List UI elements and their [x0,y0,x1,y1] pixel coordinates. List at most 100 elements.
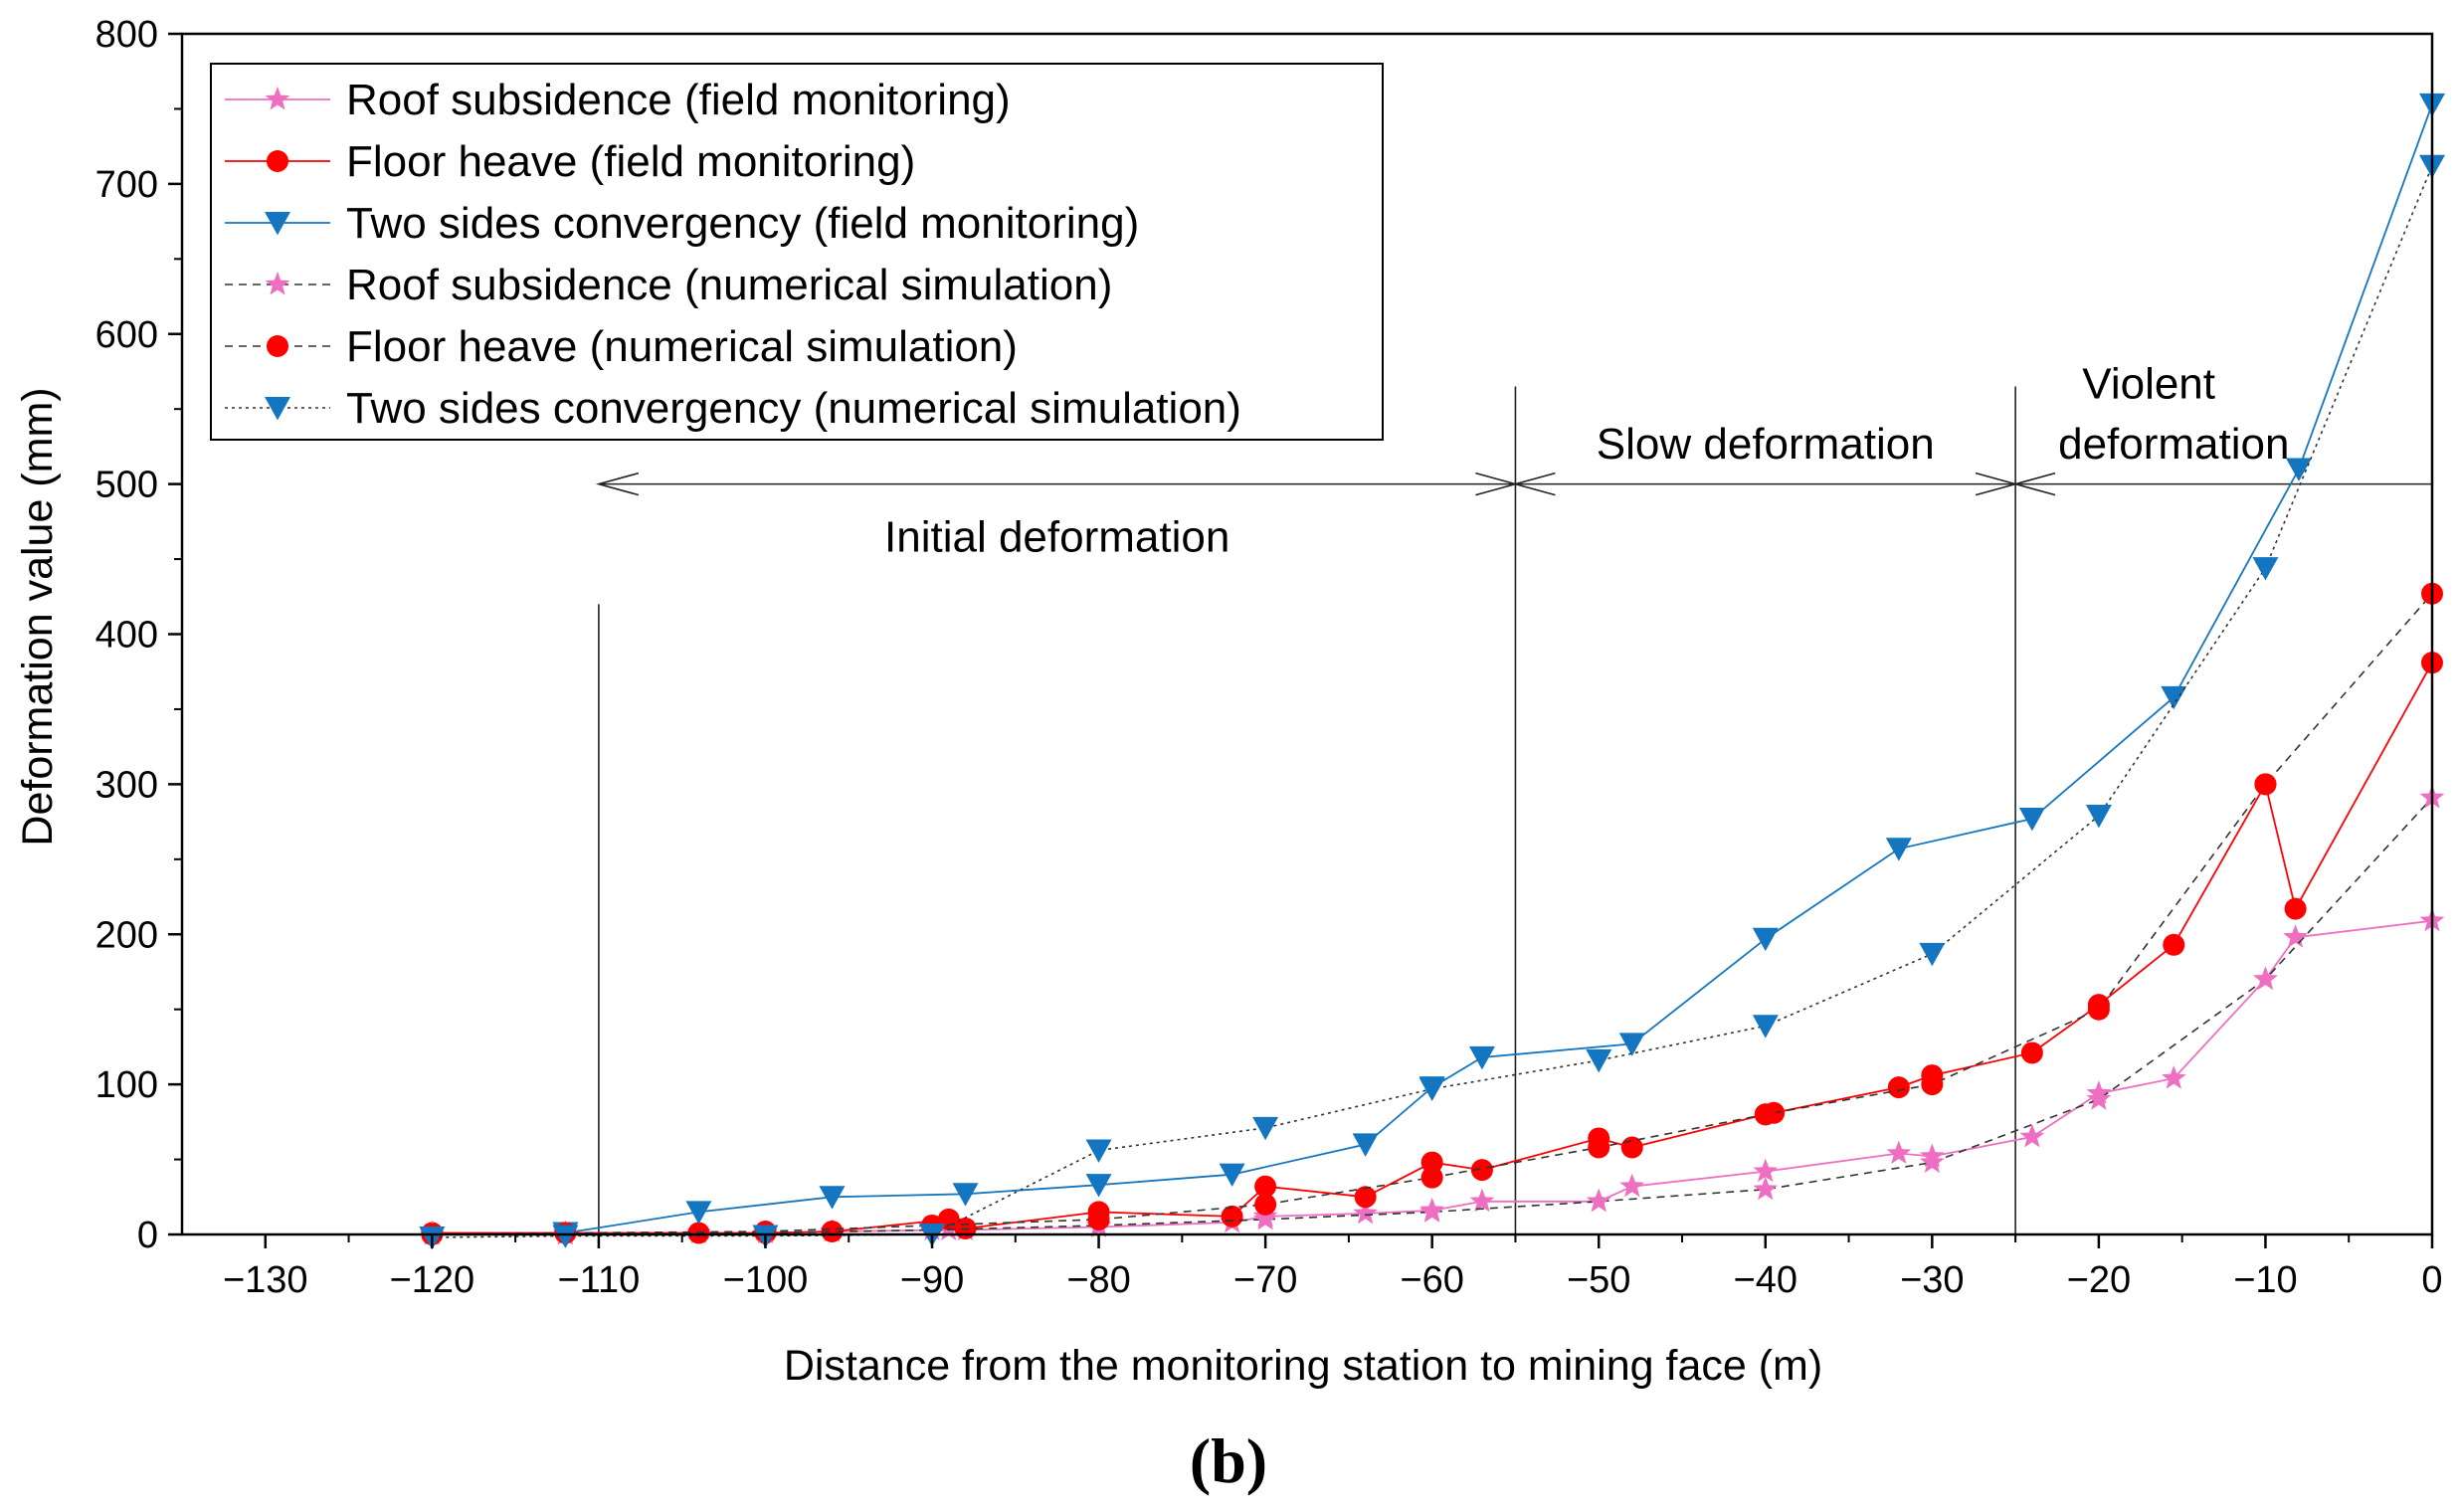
legend-marker [267,150,288,172]
legend-label: Roof subsidence (numerical simulation) [346,261,1112,309]
data-point [1087,1208,1110,1230]
legend-label: Floor heave (field monitoring) [346,137,915,186]
data-point [819,1186,846,1210]
legend-box [210,63,1384,441]
data-point [2253,966,2278,990]
data-point [1252,1206,1278,1230]
x-tick-label: −110 [557,1259,640,1301]
stage-arrowhead [1512,472,1556,496]
data-point [1085,1174,1112,1198]
y-tick-label: 200 [95,914,158,956]
legend-marker [265,272,290,295]
x-tick-label: −60 [1400,1259,1463,1301]
y-tick-label: 300 [95,764,158,806]
x-tick-label: −40 [1734,1259,1797,1301]
data-point [1920,1149,1945,1174]
x-tick-label: −20 [2067,1259,2131,1301]
x-tick-label: −50 [1567,1259,1630,1301]
series-line [432,662,2433,1234]
data-point [1919,942,1946,967]
data-point [2161,685,2187,710]
data-point [2020,1041,2043,1064]
legend-label: Floor heave (numerical simulation) [346,322,1018,371]
legend-label: Roof subsidence (field monitoring) [346,76,1011,124]
legend-label: Two sides convergency (field monitoring) [346,199,1139,248]
data-point [1619,1173,1645,1198]
data-point [1886,1140,1912,1164]
series-5 [419,154,2445,1250]
y-tick-label: 500 [95,465,158,506]
data-point [1752,927,1779,952]
data-point [1353,1200,1378,1225]
series-line [565,103,2433,1234]
stage-division-group [595,386,2432,1234]
data-point [1618,1033,1645,1056]
data-point [2163,933,2185,956]
data-point [1420,1151,1443,1174]
data-point [1221,1205,1243,1228]
annotation-slow-deformation: Slow deformation [1597,420,1935,469]
data-point [2285,458,2312,481]
data-point [1887,1076,1910,1099]
stage-arrowhead [595,472,640,496]
series-0 [420,907,2445,1243]
data-point [2252,557,2279,581]
data-point [1420,1166,1443,1189]
y-tick-label: 600 [95,314,158,356]
data-point [1085,1139,1112,1163]
data-point [1752,1015,1779,1039]
x-tick-label: −70 [1233,1259,1297,1301]
data-point [1468,1045,1495,1070]
data-point [1588,1136,1610,1159]
x-tick-label: −80 [1066,1259,1130,1301]
data-point [1418,1077,1445,1102]
annotation-initial-deformation: Initial deformation [884,512,1229,561]
data-point [2161,1065,2186,1089]
data-point [1254,1175,1277,1198]
data-point [1754,1103,1777,1126]
annotation-violent-deformation: deformation [2058,420,2289,469]
data-point [685,1201,712,1225]
data-point [1586,1048,1612,1073]
panel-label: (b) [1190,1425,1267,1496]
x-tick-label: 0 [2421,1259,2442,1301]
y-tick-label: 100 [95,1064,158,1106]
data-point [1219,1163,1245,1187]
data-point [1469,1188,1495,1213]
y-tick-label: 400 [95,615,158,657]
axes-group: −130 −120 −110 −100 −90 −80 −70 −60 −50 −40 −30 −20… [95,14,2443,1301]
series-4 [421,582,2443,1245]
series-line [432,593,2433,1235]
x-tick-label: −30 [1900,1259,1964,1301]
series-1 [421,652,2443,1244]
x-tick-label: −100 [723,1259,809,1301]
data-point [2254,773,2277,796]
y-tick-label: 800 [95,14,158,56]
legend: Roof subsidence (field monitoring) Floor … [210,63,1384,441]
x-tick-label: −90 [900,1259,964,1301]
series-group [419,93,2445,1250]
data-point [1586,1188,1611,1213]
data-point [2018,808,2045,832]
data-point [952,1183,979,1207]
data-point [1753,1158,1779,1183]
data-point [1254,1193,1277,1216]
y-tick-label: 0 [137,1215,158,1256]
x-tick-label: −10 [2233,1259,2297,1301]
legend-marker [265,87,290,110]
y-axis-title: Deformation value (mm) [14,387,62,846]
data-point [821,1220,844,1242]
data-point [2087,998,2110,1021]
data-point [2086,1086,2112,1110]
data-point [1352,1133,1379,1157]
data-point [2019,1123,2045,1148]
data-point [2283,924,2308,948]
x-axis-title: Distance from the monitoring station to … [784,1342,1822,1390]
data-point [1921,1073,1944,1096]
legend-marker [267,335,288,357]
data-point [1885,838,1912,861]
data-point [2284,897,2307,920]
data-point [1419,1199,1444,1223]
data-point [552,1225,579,1248]
